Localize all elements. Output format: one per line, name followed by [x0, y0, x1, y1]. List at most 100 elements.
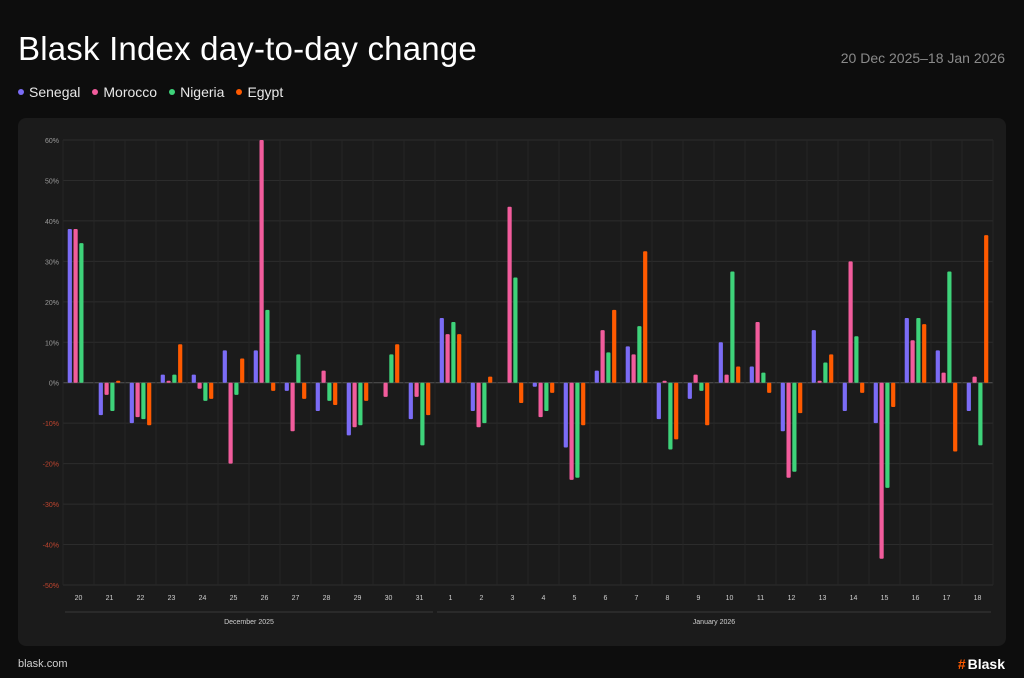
- bar-morocco: [600, 330, 605, 383]
- x-tick-label: 26: [261, 595, 269, 602]
- bar-morocco: [197, 382, 202, 389]
- group-label: December 2025: [224, 619, 274, 626]
- bar-nigeria: [141, 382, 146, 420]
- y-tick-label: 30%: [45, 259, 59, 266]
- bar-egypt: [333, 382, 338, 405]
- bar-nigeria: [668, 382, 673, 450]
- chart-svg: 60% 50% 40% 30% 20% 10% 0% -10% -20% -30% -40% -50%…: [43, 138, 994, 626]
- legend-item-egypt[interactable]: Egypt: [236, 84, 283, 100]
- bar-nigeria: [358, 382, 363, 426]
- bar-morocco: [507, 206, 512, 383]
- bar-egypt: [798, 382, 803, 414]
- bar-nigeria: [79, 243, 84, 383]
- bar-morocco: [941, 372, 946, 383]
- bar-nigeria: [606, 352, 611, 383]
- bar-morocco: [166, 380, 171, 383]
- legend-swatch: [92, 89, 99, 95]
- bar-nigeria: [389, 354, 394, 383]
- bar-senegal: [284, 382, 289, 391]
- bar-morocco: [135, 382, 140, 418]
- bar-morocco: [724, 374, 729, 383]
- bar-senegal: [594, 370, 599, 383]
- legend-swatch: [236, 89, 243, 95]
- footer-site[interactable]: blask.com: [18, 658, 68, 670]
- bar-nigeria: [327, 382, 332, 401]
- x-tick-label: 24: [199, 595, 207, 602]
- y-tick-label: 20%: [45, 300, 59, 307]
- bar-morocco: [352, 382, 357, 428]
- legend-item-morocco[interactable]: Morocco: [92, 84, 157, 100]
- bar-morocco: [662, 380, 667, 383]
- y-tick-label: -50%: [43, 583, 59, 590]
- y-tick-label: 60%: [45, 138, 59, 145]
- legend-item-nigeria[interactable]: Nigeria: [169, 84, 224, 100]
- bar-nigeria: [451, 322, 456, 383]
- bar-morocco: [414, 382, 419, 397]
- bar-morocco: [73, 229, 78, 383]
- bar-senegal: [904, 318, 909, 383]
- bar-egypt: [178, 344, 183, 383]
- y-tick-label: -20%: [43, 462, 59, 469]
- bar-nigeria: [823, 362, 828, 383]
- x-tick-label: 27: [292, 595, 300, 602]
- bar-senegal: [315, 382, 320, 412]
- bar-senegal: [718, 342, 723, 383]
- bar-nigeria: [265, 309, 270, 383]
- legend-item-senegal[interactable]: Senegal: [18, 84, 80, 100]
- x-tick-label: 8: [666, 595, 670, 602]
- bar-nigeria: [854, 336, 859, 383]
- bar-nigeria: [575, 382, 580, 478]
- bar-nigeria: [916, 318, 921, 383]
- bar-senegal: [532, 382, 537, 387]
- x-tick-label: 11: [757, 595, 764, 602]
- bar-senegal: [966, 382, 971, 412]
- x-tick-label: 16: [912, 595, 920, 602]
- bar-senegal: [67, 229, 72, 383]
- x-tick-label: 6: [604, 595, 608, 602]
- bar-morocco: [755, 322, 760, 383]
- y-tick-label: 0%: [49, 381, 59, 388]
- bar-morocco: [321, 370, 326, 383]
- bar-egypt: [488, 376, 493, 383]
- x-tick-label: 4: [542, 595, 546, 602]
- bar-senegal: [160, 374, 165, 383]
- chart-panel: 60% 50% 40% 30% 20% 10% 0% -10% -20% -30% -40% -50%…: [18, 118, 1006, 646]
- bar-egypt: [302, 382, 307, 399]
- bar-egypt: [457, 334, 462, 383]
- bar-nigeria: [482, 382, 487, 424]
- bar-morocco: [569, 382, 574, 480]
- bar-nigeria: [513, 277, 518, 383]
- bar-nigeria: [296, 354, 301, 383]
- x-tick-label: 23: [168, 595, 176, 602]
- y-tick-label: -10%: [43, 421, 59, 428]
- x-tick-label: 3: [511, 595, 515, 602]
- brand-mark-icon: #: [957, 656, 966, 672]
- x-tick-label: 9: [697, 595, 701, 602]
- x-tick-label: 18: [974, 595, 982, 602]
- bar-egypt: [116, 380, 121, 383]
- bar-senegal: [749, 366, 754, 383]
- legend-label: Egypt: [247, 84, 284, 100]
- bar-egypt: [705, 382, 710, 426]
- bar-nigeria: [172, 374, 177, 383]
- bar-morocco: [817, 380, 822, 383]
- bar-nigeria: [203, 382, 208, 401]
- brand-logo: # Blask: [958, 656, 1005, 672]
- bar-nigeria: [730, 271, 735, 383]
- bar-senegal: [780, 382, 785, 432]
- legend: Senegal Morocco Nigeria Egypt: [18, 84, 283, 100]
- bar-nigeria: [637, 326, 642, 383]
- bar-egypt: [829, 354, 834, 383]
- x-tick-label: 1: [449, 595, 453, 602]
- bar-nigeria: [761, 372, 766, 383]
- x-tick-label: 29: [354, 595, 362, 602]
- x-tick-label: 20: [75, 595, 83, 602]
- bar-egypt: [953, 382, 958, 452]
- x-tick-label: 2: [480, 595, 484, 602]
- bar-senegal: [842, 382, 847, 412]
- bar-morocco: [693, 374, 698, 383]
- bar-nigeria: [699, 382, 704, 391]
- bar-morocco: [445, 334, 450, 383]
- bar-egypt: [674, 382, 679, 440]
- bar-morocco: [879, 382, 884, 559]
